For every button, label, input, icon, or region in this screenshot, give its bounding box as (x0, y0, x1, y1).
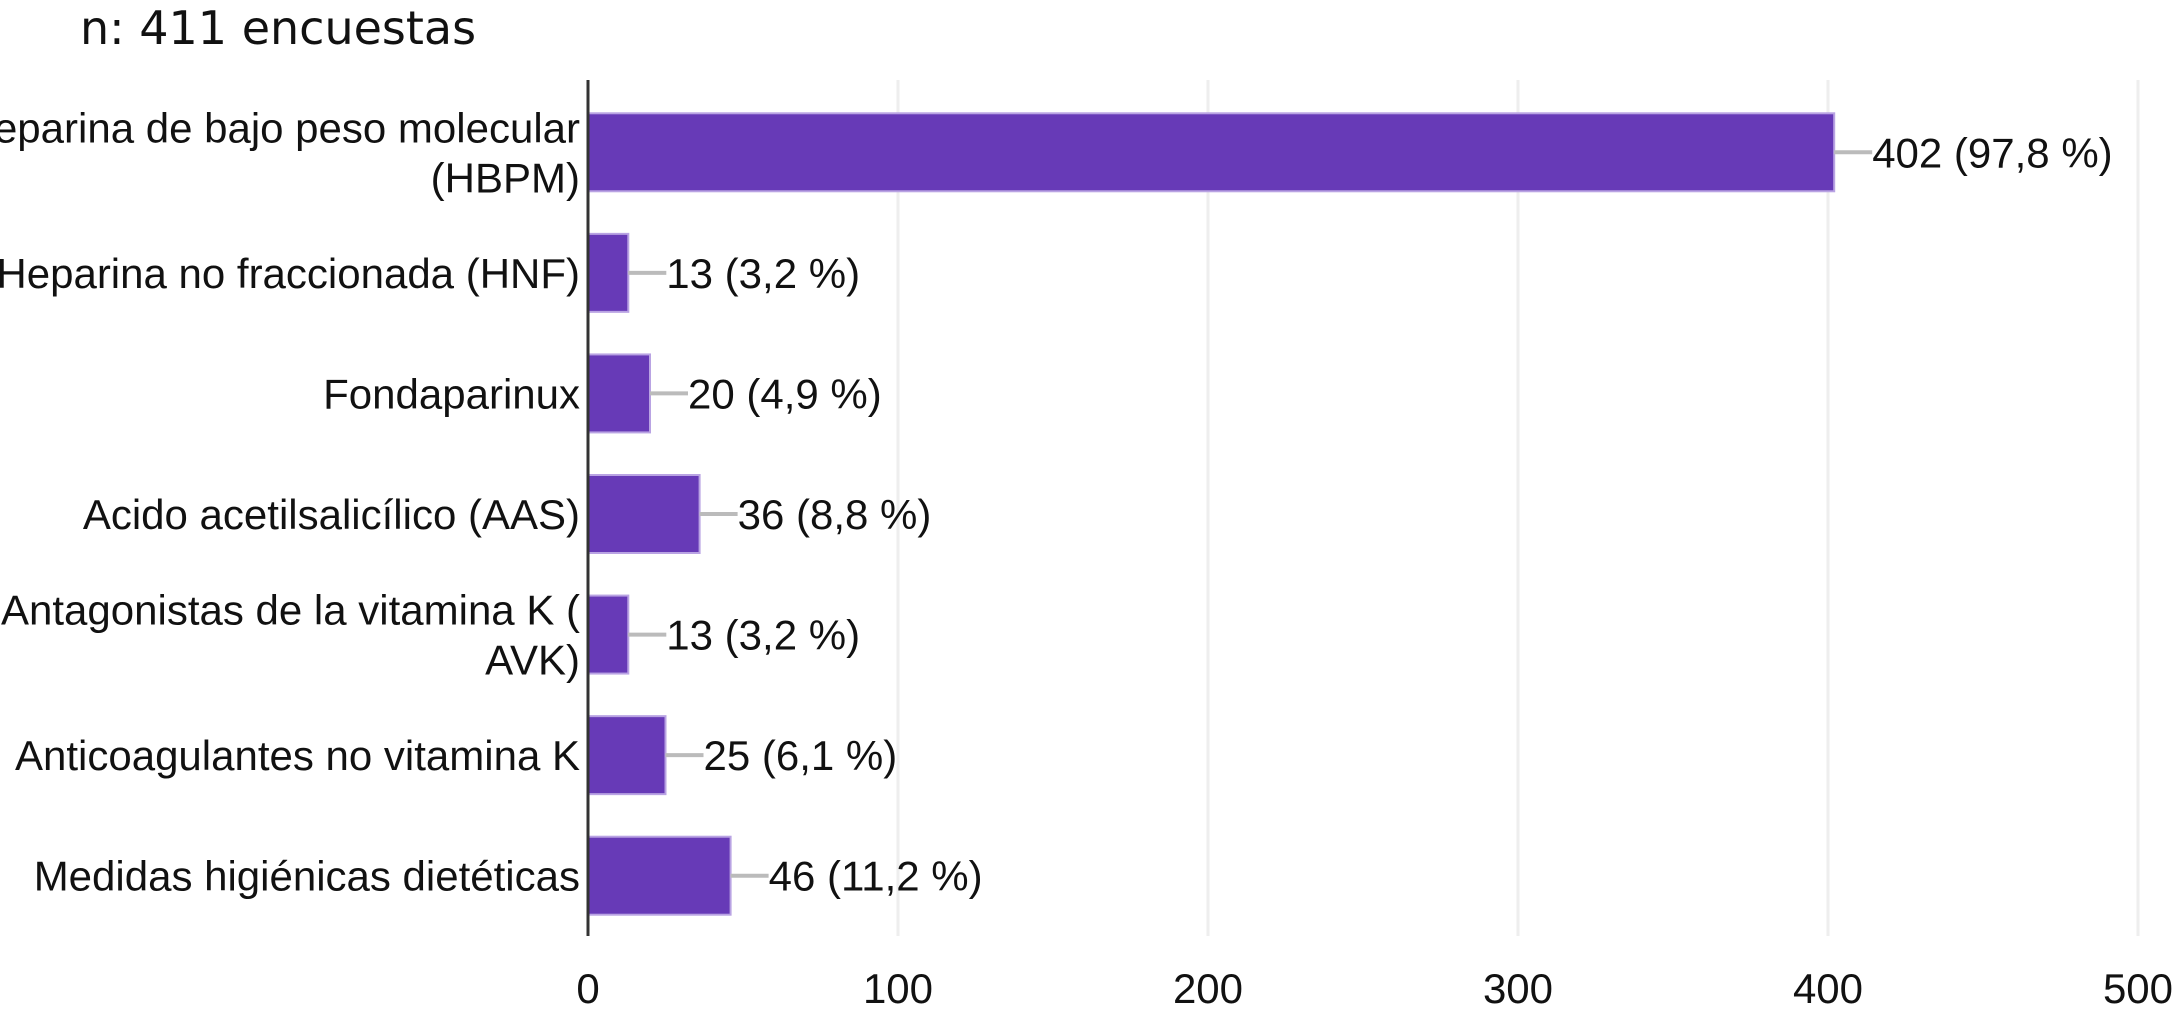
data-label: 25 (6,1 %) (704, 732, 898, 779)
category-label: Fondaparinux (323, 370, 580, 417)
category-label: Medidas higiénicas dietéticas (34, 853, 580, 900)
x-tick-label: 400 (1793, 965, 1863, 1012)
bar (587, 835, 732, 916)
bar (587, 715, 667, 796)
category-label: Antagonistas de la vitamina K (AVK) (1, 587, 580, 684)
bar (587, 594, 630, 675)
bar (587, 353, 651, 434)
category-label-line: Anticoagulantes no vitamina K (15, 732, 580, 779)
category-label-line: Heparina no fraccionada (HNF) (0, 250, 580, 297)
data-label: 36 (8,8 %) (738, 491, 932, 538)
bar (587, 232, 630, 313)
category-label-line: Fondaparinux (323, 370, 580, 417)
category-label-line: Antagonistas de la vitamina K ( (1, 587, 580, 634)
x-tick-label: 300 (1483, 965, 1553, 1012)
x-tick-label: 100 (863, 965, 933, 1012)
data-label: 402 (97,8 %) (1872, 129, 2112, 176)
x-tick-label: 500 (2103, 965, 2173, 1012)
bar (587, 474, 701, 554)
category-label-line: Acido acetilsalicílico (AAS) (83, 491, 580, 538)
category-label-line: Medidas higiénicas dietéticas (34, 853, 580, 900)
data-label: 13 (3,2 %) (666, 612, 860, 659)
x-tick-label: 0 (576, 965, 599, 1012)
category-label: Anticoagulantes no vitamina K (15, 732, 580, 779)
bar (587, 112, 1836, 193)
category-label: Heparina de bajo peso molecular (HBPM) (0, 104, 580, 201)
data-label: 20 (4,9 %) (688, 370, 882, 417)
category-label: Acido acetilsalicílico (AAS) (83, 491, 580, 538)
labels: 0 100 200 300 400 500 402 (97,8 %) Heparina de … (0, 104, 2173, 1012)
category-label-line: Heparina de bajo peso molecular (0, 104, 580, 151)
category-label-line: (HBPM) (431, 154, 580, 201)
category-label: Heparina no fraccionada (HNF) (0, 250, 580, 297)
x-tick-label: 200 (1173, 965, 1243, 1012)
chart-title: n: 411 encuestas (80, 1, 477, 55)
category-label-line: AVK) (485, 637, 580, 684)
grid-lines (896, 80, 2140, 936)
data-label: 13 (3,2 %) (666, 250, 860, 297)
data-label: 46 (11,2 %) (769, 853, 983, 900)
